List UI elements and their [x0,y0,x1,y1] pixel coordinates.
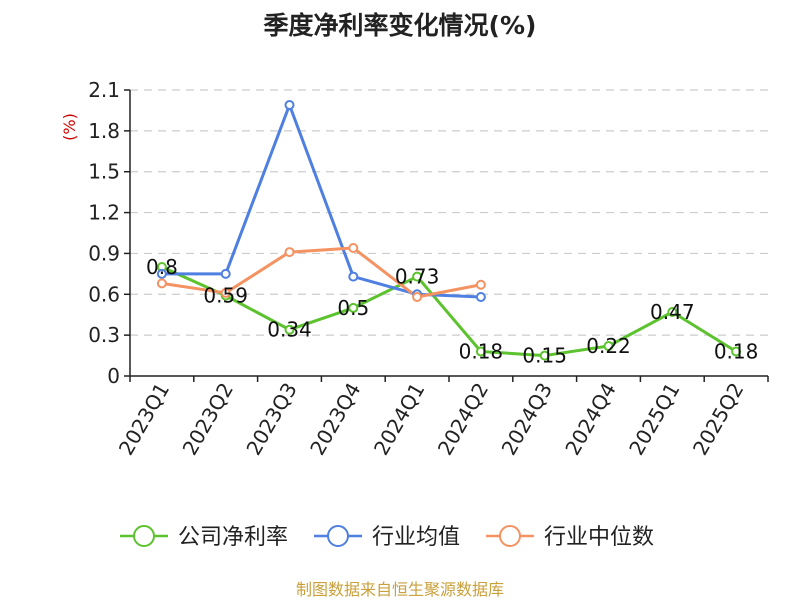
data-label: 0.18 [459,339,504,363]
legend-item-1[interactable]: 行业均值 [314,525,460,550]
y-tick-label: 1.8 [88,119,120,143]
data-label: 0.47 [650,300,695,324]
series-point-2 [348,242,359,253]
data-label: 0.59 [203,284,248,308]
series-point-0 [284,324,295,335]
data-label: 0.73 [395,265,440,289]
x-tick-label: 2024Q4 [560,379,620,460]
legend-item-0[interactable]: 公司净利率 [120,525,288,550]
series-line-0 [161,265,737,358]
x-tick-label: 2024Q3 [497,379,557,460]
series-point-0 [667,306,678,317]
y-tick-label: 2.1 [88,78,120,102]
series-point-0 [348,302,359,313]
x-tick-label: 2025Q1 [624,379,684,460]
x-tick-label: 2023Q3 [241,379,301,460]
legend-marker-icon [327,525,349,547]
data-label: 0.18 [714,339,759,363]
legend-label: 行业均值 [372,525,460,550]
y-tick-label: 0.3 [88,323,120,347]
data-label: 0.5 [337,296,369,320]
y-tick-label: 1.5 [88,160,120,184]
y-tick-label: 0 [107,364,120,388]
series-point-1 [475,292,486,303]
x-tick-label: 2025Q2 [688,379,748,460]
y-axis-unit-label: (%) [60,113,79,141]
data-label: 0.15 [522,344,567,368]
y-tick-label: 0.9 [88,241,120,265]
legend-item-2[interactable]: 行业中位数 [486,525,654,550]
series-point-2 [156,278,167,289]
x-tick-label: 2024Q2 [433,379,493,460]
y-tick-label: 0.6 [88,282,120,306]
series-point-2 [475,279,486,290]
legend: 公司净利率 行业均值 行业中位数 [120,525,654,550]
legend-marker-icon [499,525,521,547]
x-tick-label: 2023Q2 [178,379,238,460]
data-label: 0.8 [146,255,178,279]
series-point-0 [475,346,486,357]
series-line-2 [161,246,482,299]
series-point-1 [156,268,167,279]
plot-area [156,99,742,361]
chart-title: 季度净利率变化情况(%) [264,11,537,40]
data-label: 0.34 [267,318,312,342]
series-point-1 [348,271,359,282]
x-tick-label: 2024Q1 [369,379,429,460]
legend-label: 公司净利率 [178,525,288,550]
series-point-2 [284,247,295,258]
x-tick-label: 2023Q4 [305,379,365,460]
series-point-1 [220,268,231,279]
series-point-0 [603,341,614,352]
series-point-1 [284,99,295,110]
source-note: 制图数据来自恒生聚源数据库 [296,580,504,599]
legend-label: 行业中位数 [544,525,654,550]
data-label: 0.22 [586,334,631,358]
series-point-2 [412,292,423,303]
legend-marker-icon [133,525,155,547]
x-tick-label: 2023Q1 [114,379,174,460]
y-tick-label: 1.2 [88,201,120,225]
data-labels: 0.8 0.59 0.34 0.5 0.73 0.18 0.15 0.22 0.47 0.18 [146,255,758,368]
series-point-0 [539,350,550,361]
series-point-2 [220,287,231,298]
series-point-0 [412,271,423,282]
series-point-0 [731,346,742,357]
